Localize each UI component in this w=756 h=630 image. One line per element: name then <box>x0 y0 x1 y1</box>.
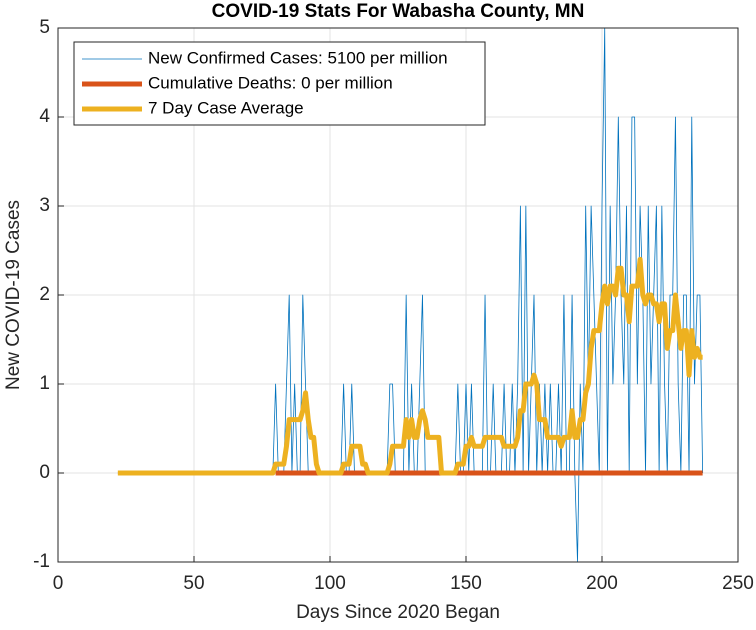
legend-box <box>73 41 486 126</box>
y-tick-label: 2 <box>39 284 50 305</box>
y-axis-label: New COVID-19 Cases <box>3 200 24 390</box>
plot-area <box>117 27 704 563</box>
x-axis-label: Days Since 2020 Began <box>296 602 500 623</box>
legend-label: 7 Day Case Average <box>148 98 304 117</box>
y-tick-label: 5 <box>39 17 50 38</box>
x-tick-label: 200 <box>586 573 618 594</box>
y-tick-label: 1 <box>39 373 50 394</box>
x-tick-label: 0 <box>53 573 64 594</box>
legend-label: New Confirmed Cases: 5100 per million <box>148 48 448 67</box>
x-tick-label: 100 <box>314 573 346 594</box>
series-line <box>117 256 703 476</box>
y-tick-label: 0 <box>39 462 50 483</box>
chart-title: COVID-19 Stats For Wabasha County, MN <box>212 1 585 22</box>
y-tick-label: 4 <box>39 106 50 127</box>
legend-label: Cumulative Deaths: 0 per million <box>148 73 393 92</box>
x-tick-label: 50 <box>183 573 204 594</box>
x-tick-label: 150 <box>450 573 482 594</box>
y-tick-label: -1 <box>33 551 50 572</box>
y-tick-label: 3 <box>39 195 50 216</box>
x-tick-label: 250 <box>722 573 754 594</box>
legend: New Confirmed Cases: 5100 per million Cum… <box>73 41 486 126</box>
